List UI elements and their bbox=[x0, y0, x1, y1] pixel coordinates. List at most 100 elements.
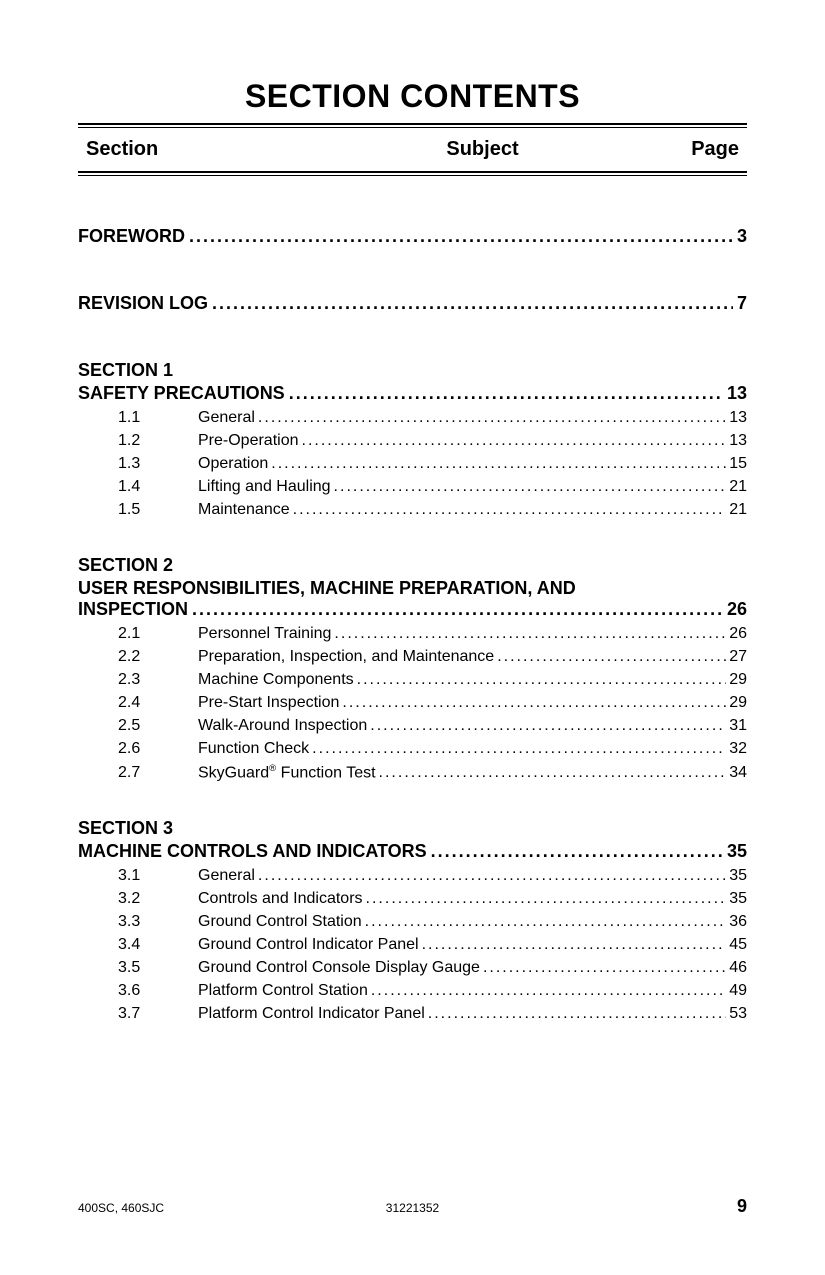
footer-pagenum: 9 bbox=[524, 1196, 747, 1217]
sub-number: 2.2 bbox=[118, 648, 198, 666]
toc-sub-entry: 2.6Function Check32 bbox=[118, 740, 747, 758]
sub-number: 3.6 bbox=[118, 982, 198, 1000]
leader-dots bbox=[425, 1005, 726, 1023]
leader-dots bbox=[362, 913, 727, 931]
sub-page-num: 29 bbox=[726, 694, 747, 712]
sub-title: Ground Control Console Display Gauge bbox=[198, 959, 480, 977]
leader-dots bbox=[331, 625, 726, 643]
sub-number: 2.1 bbox=[118, 625, 198, 643]
major-title-row: SAFETY PRECAUTIONS13 bbox=[78, 383, 747, 404]
leader-dots bbox=[268, 455, 726, 473]
sub-title: General bbox=[198, 867, 255, 885]
col-header-subject: Subject bbox=[326, 138, 639, 161]
toc-sub-entry: 3.4Ground Control Indicator Panel 45 bbox=[118, 936, 747, 954]
sub-title: Lifting and Hauling bbox=[198, 478, 331, 496]
toc-sub-entry: 1.4Lifting and Hauling 21 bbox=[118, 478, 747, 496]
sub-number: 3.2 bbox=[118, 890, 198, 908]
leader-dots bbox=[255, 867, 726, 885]
sub-title: Operation bbox=[198, 455, 268, 473]
sub-number: 2.5 bbox=[118, 717, 198, 735]
sub-page-num: 31 bbox=[726, 717, 747, 735]
page-container: SECTION CONTENTS Section Subject Page FO… bbox=[0, 0, 825, 1023]
leader-dots bbox=[376, 764, 727, 782]
sub-number: 2.6 bbox=[118, 740, 198, 758]
toc-major-entry: SECTION 2USER RESPONSIBILITIES, MACHINE … bbox=[78, 555, 747, 782]
page-footer: 400SC, 460SJC 31221352 9 bbox=[78, 1196, 747, 1217]
leader-dots bbox=[419, 936, 727, 954]
major-title-text: FOREWORD bbox=[78, 226, 185, 247]
sub-title: Walk-Around Inspection bbox=[198, 717, 367, 735]
section-label: SECTION 2 bbox=[78, 555, 747, 576]
sub-page-num: 53 bbox=[726, 1005, 747, 1023]
toc-sub-entry: 2.1Personnel Training 26 bbox=[118, 625, 747, 643]
leader-dots bbox=[427, 841, 723, 862]
major-page-num: 13 bbox=[723, 383, 747, 404]
toc-sub-entry: 2.7SkyGuard® Function Test34 bbox=[118, 763, 747, 782]
sub-title: Platform Control Station bbox=[198, 982, 368, 1000]
leader-dots bbox=[480, 959, 726, 977]
sub-page-num: 21 bbox=[726, 501, 747, 519]
sub-number: 1.3 bbox=[118, 455, 198, 473]
sub-page-num: 27 bbox=[726, 648, 747, 666]
toc-sub-entry: 1.5Maintenance21 bbox=[118, 501, 747, 519]
major-page-num: 3 bbox=[733, 226, 747, 247]
toc-sub-entry: 1.3Operation15 bbox=[118, 455, 747, 473]
sub-number: 2.7 bbox=[118, 764, 198, 782]
leader-dots bbox=[185, 226, 733, 247]
toc-major-entry: SECTION 3MACHINE CONTROLS AND INDICATORS… bbox=[78, 818, 747, 1023]
sub-title: Ground Control Indicator Panel bbox=[198, 936, 419, 954]
toc-sub-entry: 2.4Pre-Start Inspection29 bbox=[118, 694, 747, 712]
leader-dots bbox=[363, 890, 727, 908]
sub-number: 3.4 bbox=[118, 936, 198, 954]
sub-title: Pre-Start Inspection bbox=[198, 694, 339, 712]
toc-sub-entry: 3.6Platform Control Station 49 bbox=[118, 982, 747, 1000]
toc-major-entry: REVISION LOG7 bbox=[78, 293, 747, 314]
sub-number: 3.7 bbox=[118, 1005, 198, 1023]
sub-title: SkyGuard® Function Test bbox=[198, 763, 376, 782]
leader-dots bbox=[255, 409, 726, 427]
sub-page-num: 13 bbox=[726, 432, 747, 450]
major-title-text: MACHINE CONTROLS AND INDICATORS bbox=[78, 841, 427, 862]
sub-number: 1.1 bbox=[118, 409, 198, 427]
sub-number: 1.5 bbox=[118, 501, 198, 519]
section-label: SECTION 1 bbox=[78, 360, 747, 381]
leader-dots bbox=[208, 293, 733, 314]
toc-sub-entry: 3.5Ground Control Console Display Gauge4… bbox=[118, 959, 747, 977]
leader-dots bbox=[285, 383, 723, 404]
leader-dots bbox=[331, 478, 727, 496]
rule-top bbox=[78, 123, 747, 128]
sub-page-num: 45 bbox=[726, 936, 747, 954]
leader-dots bbox=[309, 740, 726, 758]
footer-docnum: 31221352 bbox=[301, 1201, 524, 1215]
sub-page-num: 21 bbox=[726, 478, 747, 496]
sub-page-num: 32 bbox=[726, 740, 747, 758]
sub-title: General bbox=[198, 409, 255, 427]
page-title: SECTION CONTENTS bbox=[78, 78, 747, 115]
col-header-page: Page bbox=[639, 138, 739, 161]
toc-sub-entry: 3.2Controls and Indicators35 bbox=[118, 890, 747, 908]
toc-sub-entry: 1.1General 13 bbox=[118, 409, 747, 427]
leader-dots bbox=[354, 671, 727, 689]
toc-sub-entry: 2.3Machine Components29 bbox=[118, 671, 747, 689]
sub-number: 1.4 bbox=[118, 478, 198, 496]
major-page-num: 35 bbox=[723, 841, 747, 862]
leader-dots bbox=[494, 648, 726, 666]
sub-number: 3.3 bbox=[118, 913, 198, 931]
sub-page-num: 13 bbox=[726, 409, 747, 427]
sub-number: 2.3 bbox=[118, 671, 198, 689]
col-header-section: Section bbox=[86, 138, 326, 161]
major-title-text: INSPECTION bbox=[78, 599, 188, 620]
leader-dots bbox=[290, 501, 727, 519]
sub-title: Pre-Operation bbox=[198, 432, 299, 450]
sub-page-num: 26 bbox=[726, 625, 747, 643]
major-page-num: 7 bbox=[733, 293, 747, 314]
sub-page-num: 49 bbox=[726, 982, 747, 1000]
sub-title: Personnel Training bbox=[198, 625, 331, 643]
major-title-row: FOREWORD 3 bbox=[78, 226, 747, 247]
sub-number: 1.2 bbox=[118, 432, 198, 450]
toc-sub-entry: 2.5Walk-Around Inspection 31 bbox=[118, 717, 747, 735]
section-label: SECTION 3 bbox=[78, 818, 747, 839]
rule-bottom bbox=[78, 171, 747, 176]
sub-title: Preparation, Inspection, and Maintenance bbox=[198, 648, 494, 666]
sub-title: Machine Components bbox=[198, 671, 354, 689]
